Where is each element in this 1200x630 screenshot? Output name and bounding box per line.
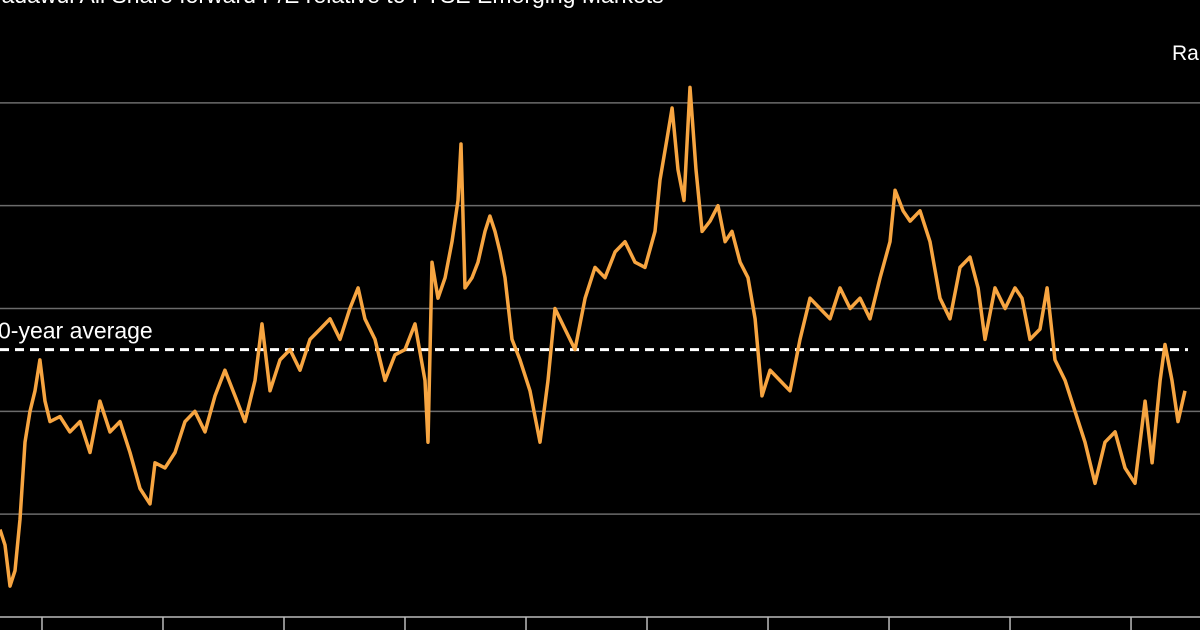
- chart-title: Tadawul All Share forward P/E relative t…: [0, 0, 664, 8]
- data-line: [0, 85, 1187, 588]
- average-label: 0-year average: [0, 318, 153, 344]
- y-axis-label: Ra: [1172, 42, 1199, 65]
